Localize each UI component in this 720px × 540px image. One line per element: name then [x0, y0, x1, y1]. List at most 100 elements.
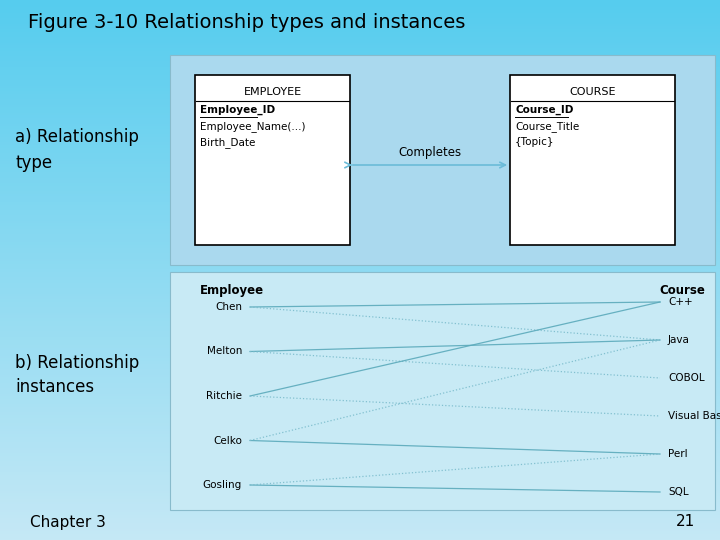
Bar: [0, 164, 720, 167]
Text: Melton: Melton: [207, 347, 242, 356]
Bar: [0, 326, 720, 329]
Bar: [0, 264, 720, 267]
Bar: [0, 315, 720, 319]
Bar: [0, 523, 720, 526]
Bar: [0, 334, 720, 338]
Bar: [0, 336, 720, 340]
Bar: [0, 150, 720, 154]
Bar: [0, 23, 720, 27]
Bar: [0, 417, 720, 421]
Bar: [0, 339, 720, 343]
Bar: [0, 210, 720, 213]
Bar: [0, 420, 720, 424]
Bar: [0, 347, 720, 351]
Bar: [0, 507, 720, 510]
Bar: [0, 369, 720, 373]
Bar: [0, 145, 720, 148]
Bar: [0, 72, 720, 76]
Bar: [0, 291, 720, 294]
Bar: [0, 226, 720, 230]
Bar: [0, 180, 720, 184]
Bar: [0, 183, 720, 186]
Bar: [0, 436, 720, 440]
Bar: [0, 517, 720, 521]
Bar: [0, 147, 720, 151]
Bar: [0, 53, 720, 57]
Bar: [0, 196, 720, 200]
Text: COBOL: COBOL: [668, 373, 705, 383]
Bar: [0, 485, 720, 489]
Bar: [0, 185, 720, 189]
Bar: [0, 245, 720, 248]
Text: Chapter 3: Chapter 3: [30, 515, 106, 530]
Bar: [0, 93, 720, 97]
Bar: [0, 515, 720, 518]
Bar: [0, 431, 720, 435]
Bar: [0, 458, 720, 462]
Bar: [0, 439, 720, 443]
Bar: [0, 45, 720, 49]
Text: Course: Course: [659, 284, 705, 297]
Bar: [0, 463, 720, 467]
Bar: [0, 469, 720, 472]
Bar: [0, 531, 720, 535]
Bar: [0, 242, 720, 246]
Bar: [0, 253, 720, 256]
Bar: [0, 534, 720, 537]
Bar: [0, 110, 720, 113]
Bar: [0, 188, 720, 192]
Bar: [0, 304, 720, 308]
Bar: [0, 120, 720, 124]
Bar: [0, 48, 720, 51]
Bar: [0, 161, 720, 165]
Bar: [0, 474, 720, 478]
Bar: [0, 37, 720, 40]
Bar: [0, 318, 720, 321]
Text: Ritchie: Ritchie: [206, 391, 242, 401]
Bar: [0, 355, 720, 359]
Bar: [0, 50, 720, 54]
Bar: [0, 21, 720, 24]
Bar: [0, 10, 720, 14]
Bar: [0, 31, 720, 35]
Bar: [0, 237, 720, 240]
Bar: [0, 412, 720, 416]
Bar: [0, 372, 720, 375]
Bar: [0, 428, 720, 432]
Bar: [0, 385, 720, 389]
Bar: [0, 239, 720, 243]
Bar: [0, 361, 720, 365]
Bar: [0, 345, 720, 348]
Bar: [0, 29, 720, 32]
Text: Employee_ID: Employee_ID: [200, 105, 275, 115]
Bar: [0, 258, 720, 262]
Bar: [0, 102, 720, 105]
Bar: [0, 512, 720, 516]
Bar: [195, 75, 350, 245]
Bar: [0, 380, 720, 383]
Bar: [0, 207, 720, 211]
Bar: [0, 496, 720, 500]
Text: Employee_Name(...): Employee_Name(...): [200, 121, 305, 132]
Bar: [0, 112, 720, 116]
Bar: [0, 488, 720, 491]
Bar: [0, 323, 720, 327]
Bar: [0, 377, 720, 381]
Bar: [0, 520, 720, 524]
Bar: [0, 320, 720, 324]
Bar: [0, 426, 720, 429]
Bar: [0, 107, 720, 111]
Bar: [0, 450, 720, 454]
Bar: [0, 0, 720, 3]
Bar: [0, 134, 720, 138]
Bar: [0, 390, 720, 394]
Bar: [0, 2, 720, 5]
Bar: [510, 75, 675, 245]
Bar: [0, 350, 720, 354]
Bar: [0, 358, 720, 362]
Bar: [0, 455, 720, 459]
Bar: [0, 293, 720, 297]
Bar: [0, 461, 720, 464]
Text: SQL: SQL: [668, 487, 688, 497]
Bar: [0, 228, 720, 232]
